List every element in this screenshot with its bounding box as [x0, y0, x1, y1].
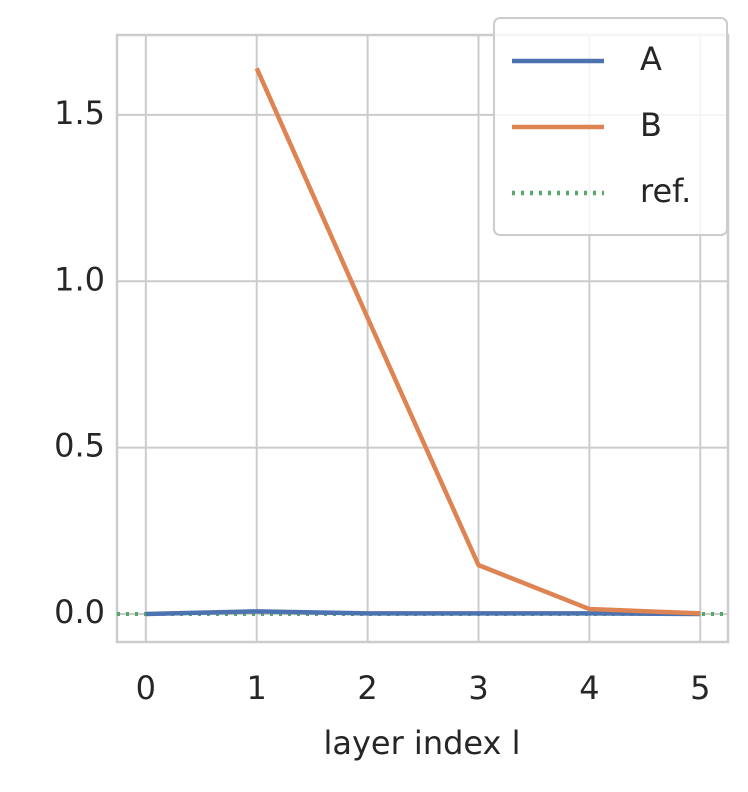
data-line — [254, 67, 701, 616]
legend-label: A — [640, 40, 662, 78]
x-tick-label: 4 — [579, 669, 599, 707]
x-tick-label: 0 — [136, 669, 156, 707]
y-tick-label: 1.5 — [54, 94, 105, 132]
y-tick-label: 0.0 — [54, 593, 105, 631]
x-tick-label: 1 — [247, 669, 267, 707]
y-tick-label: 0.5 — [54, 427, 105, 465]
x-tick-label: 3 — [468, 669, 488, 707]
legend-label: B — [640, 106, 662, 144]
data-line — [145, 609, 701, 617]
x-axis-label: layer index l — [323, 724, 520, 762]
x-tick-label: 5 — [690, 669, 710, 707]
x-tick-label: 2 — [357, 669, 377, 707]
legend-label: ref. — [640, 172, 691, 210]
legend-box — [493, 17, 728, 236]
plot-frame — [115, 33, 730, 644]
y-tick-label: 1.0 — [54, 260, 105, 298]
